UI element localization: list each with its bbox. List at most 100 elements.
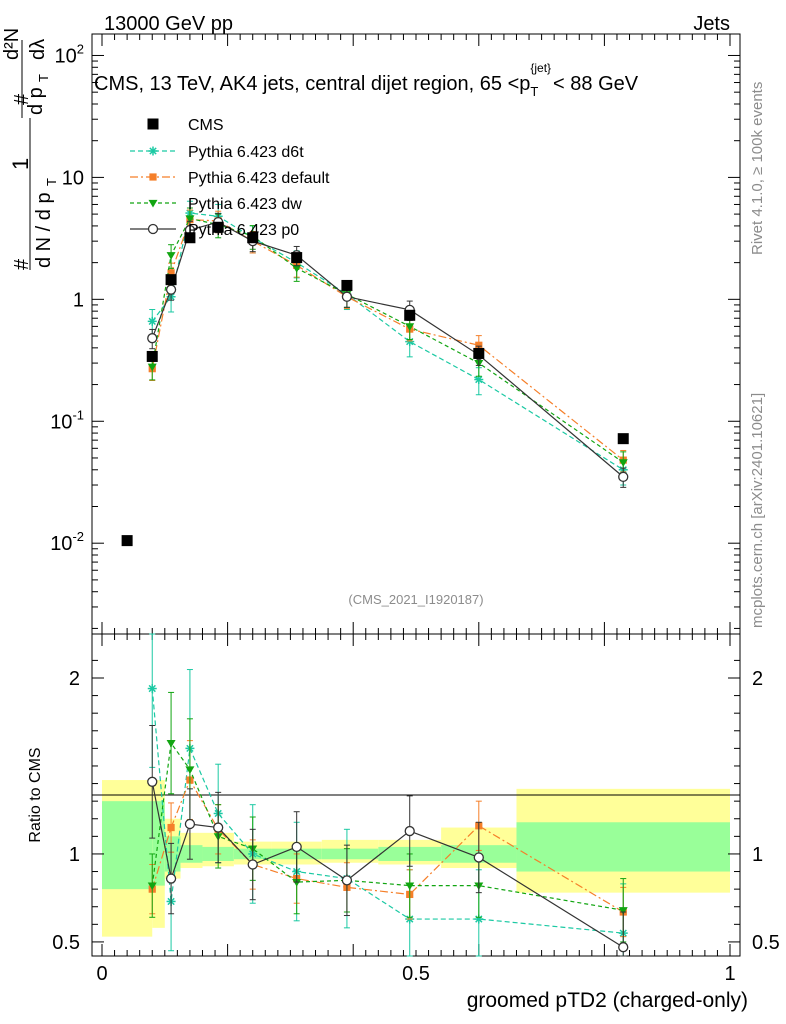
legend-label: Pythia 6.423 d6t	[188, 144, 304, 161]
svg-text:d²N: d²N	[1, 28, 23, 60]
marker-p0	[291, 841, 302, 853]
main-y-tick-label: 10-2	[50, 529, 84, 555]
mcplots-label: mcplots.cern.ch [arXiv:2401.10621]	[749, 393, 766, 628]
marker-dw	[185, 215, 195, 224]
title-sup: {jet}	[530, 61, 551, 75]
header-left: 13000 GeV pp	[104, 13, 233, 35]
marker-p0	[247, 859, 258, 870]
marker-p0	[341, 875, 353, 886]
marker-dw	[148, 199, 158, 208]
marker-cms	[473, 347, 485, 359]
marker-p0	[618, 471, 629, 483]
marker-cms	[247, 232, 259, 244]
band-inner	[180, 845, 203, 863]
marker-default	[475, 341, 483, 349]
marker-p0	[473, 852, 484, 863]
rivet-label: Rivet 4.1.0, ≥ 100k events	[749, 82, 766, 255]
marker-cms	[165, 274, 177, 286]
marker-d6t	[148, 146, 158, 156]
x-tick-label: 0	[96, 963, 107, 985]
svg-text:d N / d p: d N / d p	[33, 192, 55, 268]
legend-entry: CMS	[147, 117, 224, 134]
ratio-y-tick-label-right: 0.5	[752, 932, 780, 954]
svg-text:#: #	[11, 258, 33, 270]
svg-text:dλ: dλ	[27, 39, 49, 60]
main-y-tick-label: 10	[62, 167, 84, 189]
marker-p0	[404, 825, 415, 837]
marker-dw	[166, 739, 176, 748]
title-tail: < 88 GeV	[553, 73, 639, 95]
ratio-y-tick-label: 0.5	[52, 932, 80, 954]
series-line	[151, 221, 624, 478]
ratio-y-tick-label: 1	[69, 844, 80, 866]
marker-p0	[165, 284, 177, 295]
marker-dw	[147, 882, 157, 891]
marker-p0	[147, 776, 158, 787]
ratio-uncertainty-bands	[102, 780, 730, 937]
legend-entry: Pythia 6.423 dw	[130, 196, 302, 213]
marker-cms	[147, 118, 159, 130]
legend-label: Pythia 6.423 p0	[188, 222, 299, 239]
series-pythia-6-423-dw	[147, 207, 628, 477]
marker-cms	[291, 252, 303, 264]
band-inner	[516, 822, 730, 872]
svg-text:T: T	[36, 74, 51, 82]
legend-label: Pythia 6.423 default	[188, 170, 330, 187]
ratio-line	[151, 778, 624, 913]
title-sub: T	[530, 84, 538, 99]
marker-p0	[147, 223, 159, 235]
ratio-series-pythia-6-423-p0	[147, 724, 629, 957]
ratio-y-axis-label: Ratio to CMS	[27, 747, 44, 842]
marker-dw	[147, 363, 157, 372]
main-y-tick-label: 10-1	[50, 407, 84, 433]
header-right: Jets	[693, 13, 730, 35]
legend-label: Pythia 6.423 dw	[188, 196, 302, 213]
svg-text:1: 1	[8, 158, 33, 170]
x-tick-label: 1	[724, 963, 735, 985]
marker-cms	[146, 350, 158, 362]
marker-dw	[618, 907, 628, 915]
marker-p0	[341, 291, 353, 302]
main-series	[121, 200, 629, 547]
series-line	[151, 212, 624, 471]
marker-dw	[618, 459, 628, 467]
marker-default	[167, 269, 175, 277]
x-axis-label: groomed pTD2 (charged-only)	[467, 989, 748, 1012]
ratio-series	[147, 633, 629, 957]
svg-text:CMS, 13 TeV, AK4 jets, central: CMS, 13 TeV, AK4 jets, central dijet reg…	[94, 61, 639, 99]
marker-dw	[166, 252, 176, 260]
ratio-y-tick-label-right: 1	[752, 844, 763, 866]
ratio-axes: 0.5 0.5 1 1 2 2 0 0.5 1	[52, 634, 780, 985]
legend-entry: Pythia 6.423 d6t	[130, 144, 304, 161]
legend-entry: Pythia 6.423 p0	[130, 222, 299, 239]
marker-p0	[618, 942, 629, 953]
analysis-id: (CMS_2021_I1920187)	[348, 592, 483, 607]
legend-entry: Pythia 6.423 default	[130, 170, 330, 187]
marker-dw	[405, 882, 415, 891]
main-y-tick-label: 1	[73, 289, 84, 311]
legend-label: CMS	[188, 117, 224, 134]
marker-cms	[404, 309, 416, 321]
marker-cms	[617, 433, 629, 445]
svg-text:d p: d p	[25, 87, 47, 115]
marker-p0	[213, 822, 224, 833]
plot-title: CMS, 13 TeV, AK4 jets, central dijet reg…	[94, 61, 639, 99]
main-y-tick-label: 102	[55, 41, 84, 67]
band-inner	[321, 848, 379, 860]
ratio-line	[151, 781, 624, 948]
marker-default	[149, 173, 157, 181]
marker-p0	[184, 818, 196, 830]
marker-cms	[121, 535, 133, 547]
x-tick-label: 0.5	[402, 963, 430, 985]
series-pythia-6-423-d6t	[147, 200, 628, 486]
marker-d6t	[147, 684, 157, 694]
marker-dw	[292, 265, 302, 273]
marker-d6t	[147, 316, 157, 326]
marker-cms	[184, 232, 196, 244]
series-cms	[121, 221, 629, 547]
marker-dw	[185, 766, 195, 774]
main-axes: 10-2 10-1 1 10 102	[50, 34, 740, 634]
ratio-line	[151, 688, 624, 934]
series-pythia-6-423-p0	[147, 212, 629, 488]
marker-p0	[165, 873, 177, 884]
